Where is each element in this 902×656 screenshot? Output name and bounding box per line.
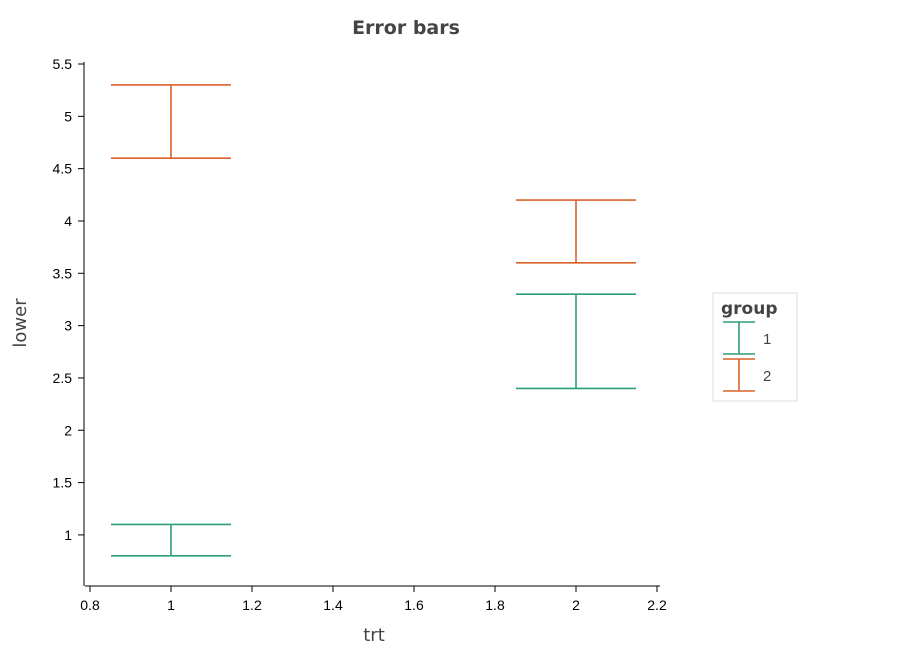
legend-label: 2 [763,368,771,385]
legend: group 1 2 [712,292,798,402]
x-tick-label: 1.4 [323,597,343,613]
x-tick-label: 1.2 [242,597,262,613]
legend-label: 1 [763,331,771,348]
chart-title: Error bars [352,17,460,39]
y-tick-label: 3.5 [53,265,73,281]
legend-box [712,292,798,402]
y-tick-label: 1.5 [53,475,73,491]
y-tick-label: 3 [64,318,72,334]
y-axis-title: lower [10,298,31,348]
error-bar-group-2 [111,84,231,159]
x-tick-label: 0.8 [80,597,100,613]
legend-item-1: 1 [723,321,771,355]
x-tick-label: 2 [572,597,580,613]
x-tick-label: 1.6 [404,597,424,613]
y-tick-label: 1 [64,527,72,543]
y-axis: 1 1.5 2 2.5 3 3.5 4 4.5 5 5.5 [53,56,85,586]
plot-area [111,84,636,557]
legend-item-2: 2 [723,358,771,392]
y-tick-label: 5 [64,108,72,124]
y-tick-label: 2.5 [53,370,73,386]
error-bar-group-1 [516,293,636,390]
y-tick-label: 5.5 [53,56,73,72]
x-axis-title: trt [363,625,385,646]
y-tick-label: 4.5 [53,161,73,177]
error-bar-group-1 [111,523,231,557]
x-tick-label: 1.8 [485,597,505,613]
x-tick-label: 1 [167,597,175,613]
y-tick-label: 4 [64,213,72,229]
x-axis: 0.8 1 1.2 1.4 1.6 1.8 2 2.2 [80,585,667,613]
error-bar-group-2 [516,199,636,264]
legend-title: group [721,299,778,319]
x-tick-label: 2.2 [647,597,667,613]
y-tick-label: 2 [64,422,72,438]
